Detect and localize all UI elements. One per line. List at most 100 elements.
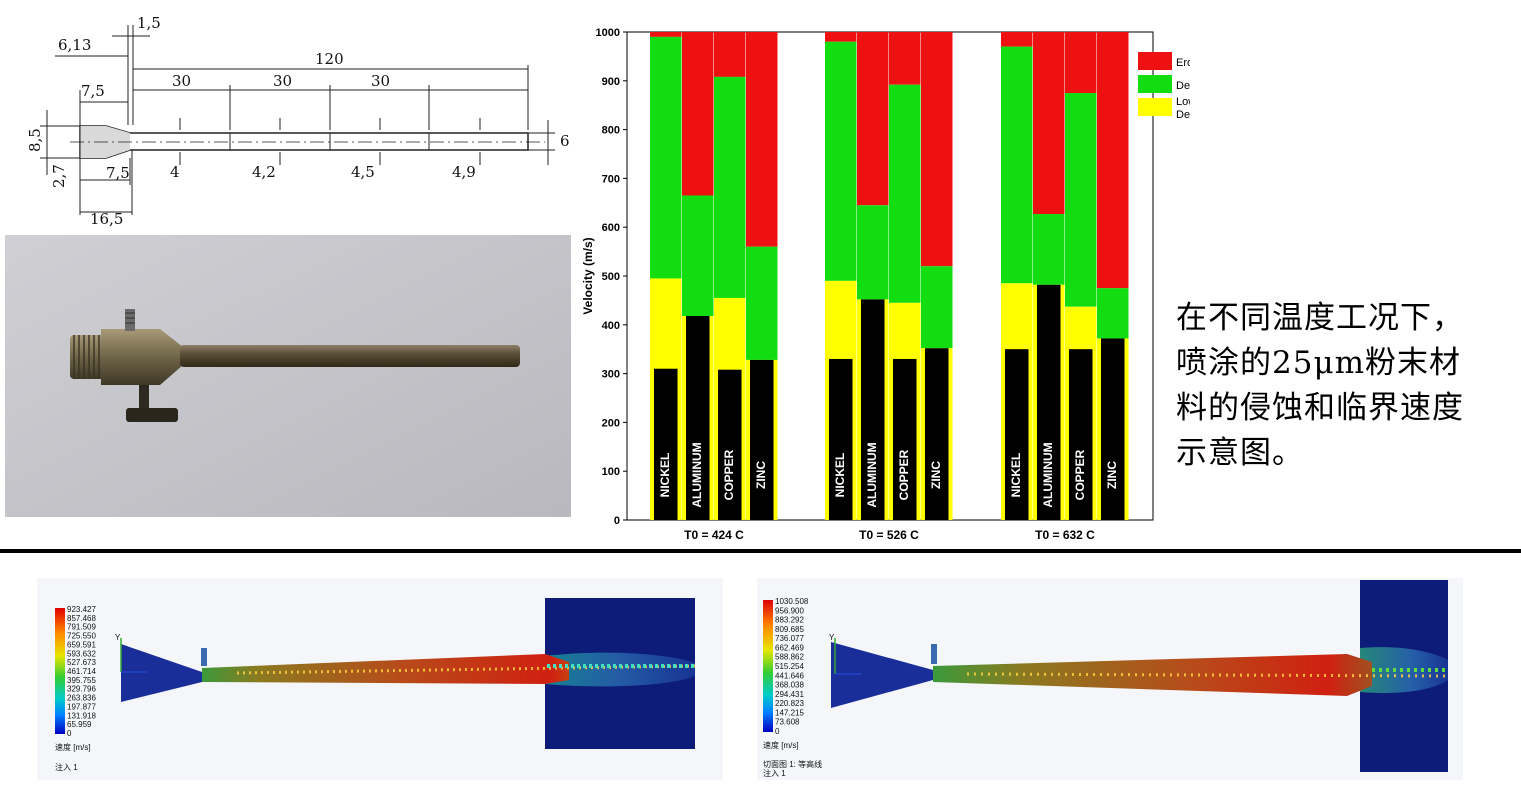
dim-30-c: 30 — [371, 72, 390, 90]
colorbar-tick-label: 131.918 — [67, 711, 96, 720]
bar-deposition-segment — [857, 205, 889, 300]
y-tick-label: 1000 — [596, 27, 620, 39]
y-tick-label: 300 — [602, 369, 620, 381]
bar-erosion-segment — [889, 32, 921, 85]
colorbar — [763, 600, 773, 732]
bar-critical-velocity — [829, 358, 853, 520]
footer-label-1: 切面图 1: 等高线 — [763, 759, 822, 769]
bar-erosion-segment — [1033, 32, 1065, 215]
colorbar-tick-label: 791.509 — [67, 623, 96, 632]
legend-label-low: Low / Not — [1176, 96, 1190, 108]
bar-material-label: NICKEL — [1009, 453, 1023, 498]
dim-4: 4 — [170, 163, 180, 181]
colorbar-tick-label: 662.469 — [775, 643, 804, 652]
bar-material-label: NICKEL — [658, 453, 672, 498]
colorbar-tick-label: 809.685 — [775, 625, 804, 634]
bar-critical-velocity — [718, 369, 742, 520]
nozzle-drawing: 1,5 6,13 120 7,5 30 30 30 8,5 6 2,7 7,5 … — [0, 0, 580, 232]
y-tick-label: 800 — [602, 125, 620, 137]
colorbar-tick-label: 923.427 — [67, 605, 96, 614]
unit-label: 速度 [m/s] — [55, 742, 91, 752]
group-label: T0 = 526 C — [859, 528, 919, 542]
bar-critical-velocity — [1005, 349, 1029, 520]
colorbar-tick-label: 329.796 — [67, 685, 96, 694]
bar-deposition-segment — [682, 195, 714, 317]
y-tick-label: 900 — [602, 76, 620, 88]
colorbar-tick-label: 725.550 — [67, 632, 96, 641]
colorbar-tick-label: 883.292 — [775, 616, 804, 625]
dim-2-7: 2,7 — [50, 164, 68, 188]
dim-8-5: 8,5 — [26, 128, 44, 152]
colorbar-tick-label: 857.468 — [67, 614, 96, 623]
colorbar-tick-label: 515.254 — [775, 662, 804, 671]
colorbar-tick-label: 73.608 — [775, 718, 800, 727]
bar-critical-velocity — [686, 316, 710, 520]
bar-material-label: ZINC — [1105, 461, 1119, 489]
y-axis-label: Velocity (m/s) — [581, 237, 595, 314]
colorbar-tick-label: 441.646 — [775, 671, 804, 680]
bar-material-label: ZINC — [754, 461, 768, 489]
group-label: T0 = 424 C — [684, 528, 744, 542]
bar-material-label: ALUMINUM — [690, 442, 704, 507]
bar-erosion-segment — [857, 32, 889, 206]
y-tick-label: 200 — [602, 417, 620, 429]
dim-30-a: 30 — [172, 72, 191, 90]
colorbar-tick-label: 1030.508 — [775, 597, 809, 606]
colorbar-tick-label: 147.215 — [775, 708, 804, 717]
bar-deposition-segment — [714, 76, 746, 298]
bar-critical-velocity — [1037, 284, 1061, 520]
bar-deposition-segment — [1033, 214, 1065, 285]
dim-16-5: 16,5 — [90, 210, 123, 228]
legend-swatch-low — [1138, 98, 1172, 116]
axis-y-label: Y — [115, 633, 121, 642]
y-tick-label: 600 — [602, 222, 620, 234]
footer-label-2: 注入 1 — [763, 768, 786, 778]
colorbar-tick-label: 0 — [67, 729, 72, 738]
bar-material-label: COPPER — [1073, 449, 1087, 500]
colorbar — [55, 608, 65, 734]
nozzle-inlet-cone — [121, 644, 202, 702]
nozzle-inlet-cone — [831, 642, 933, 708]
dim-4-2: 4,2 — [252, 163, 276, 181]
velocity-simulation-1: 923.427 857.468 791.509 725.550 659.591 593.6… — [37, 578, 723, 780]
colorbar-tick-label: 263.836 — [67, 694, 96, 703]
jet-core — [933, 654, 1372, 696]
bar-critical-velocity — [1101, 338, 1125, 520]
colorbar-tick-label: 395.755 — [67, 676, 96, 685]
colorbar-tick-label: 593.632 — [67, 649, 96, 658]
bar-deposition-segment — [825, 41, 857, 281]
dim-7-5-bot: 7,5 — [106, 164, 130, 182]
colorbar-tick-label: 956.900 — [775, 606, 804, 615]
bar-material-label: COPPER — [897, 449, 911, 500]
footer-label: 注入 1 — [55, 762, 78, 772]
dim-7-5-top: 7,5 — [81, 82, 105, 100]
y-tick-label: 400 — [602, 320, 620, 332]
y-tick-label: 500 — [602, 271, 620, 283]
legend-label-low-2: Deposition — [1176, 109, 1190, 121]
bar-material-label: NICKEL — [833, 453, 847, 498]
bar-erosion-segment — [1001, 32, 1033, 47]
group-label: T0 = 632 C — [1035, 528, 1095, 542]
figure-caption: 在不同温度工况下，喷涂的25μm粉末材料的侵蚀和临界速度示意图。 — [1176, 300, 1464, 471]
bar-material-label: ZINC — [929, 461, 943, 489]
colorbar-tick-label: 659.591 — [67, 640, 96, 649]
dim-4-9: 4,9 — [452, 163, 476, 181]
bar-erosion-segment — [746, 32, 778, 247]
bar-deposition-segment — [889, 84, 921, 303]
bar-deposition-segment — [1001, 46, 1033, 284]
bar-material-label: ALUMINUM — [1041, 442, 1055, 507]
bar-deposition-segment — [921, 266, 953, 349]
dim-30-b: 30 — [273, 72, 292, 90]
bar-critical-velocity — [925, 348, 949, 520]
bar-erosion-segment — [825, 32, 857, 42]
colorbar-tick-label: 294.431 — [775, 690, 804, 699]
bar-erosion-segment — [921, 32, 953, 267]
bar-deposition-segment — [1065, 93, 1097, 307]
bar-erosion-segment — [714, 32, 746, 77]
bar-deposition-segment — [1097, 288, 1129, 339]
colorbar-tick-label: 736.077 — [775, 634, 804, 643]
colorbar-tick-label: 220.823 — [775, 699, 804, 708]
bar-deposition-segment — [746, 246, 778, 360]
unit-label: 速度 [m/s] — [763, 740, 799, 750]
bar-critical-velocity — [861, 299, 885, 520]
